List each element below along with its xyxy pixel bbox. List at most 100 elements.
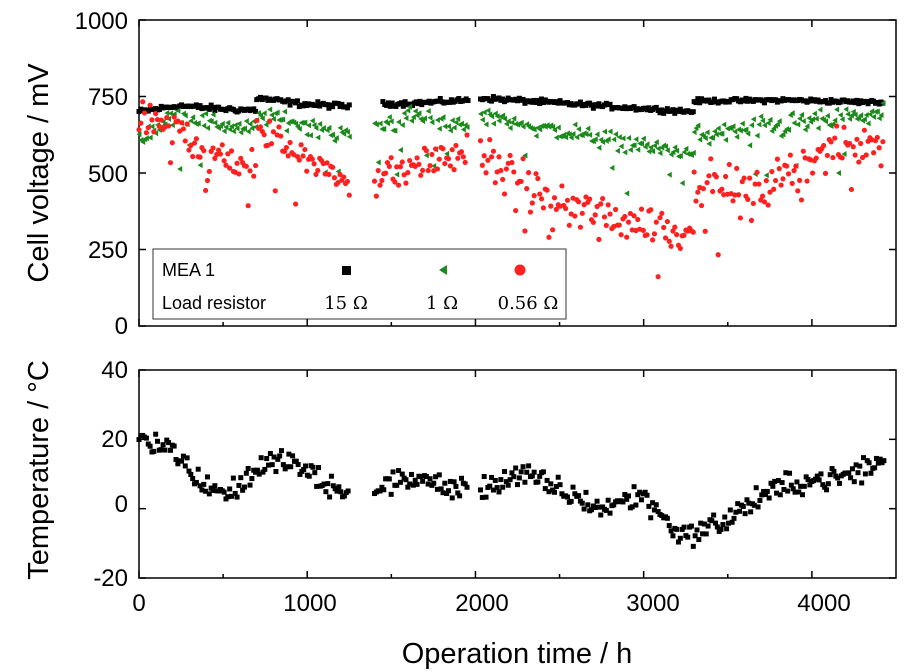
voltage-point-circle: [732, 192, 738, 198]
voltage-point-triangle: [847, 115, 853, 122]
voltage-point-circle: [141, 110, 148, 116]
voltage-point-square: [522, 100, 528, 106]
voltage-point-circle: [579, 210, 585, 216]
temperature-point-square: [520, 464, 526, 470]
voltage-point-triangle: [500, 112, 506, 119]
y-tick-250: 250: [88, 237, 128, 264]
voltage-point-circle: [859, 154, 866, 161]
temperature-point-square: [648, 515, 654, 521]
x-tick-3000: 3000: [626, 590, 679, 617]
voltage-point-triangle: [247, 121, 253, 128]
voltage-point-circle: [186, 147, 192, 153]
temperature-point-square: [414, 481, 420, 487]
temperature-point-square: [855, 470, 861, 476]
temperature-point-square: [818, 471, 824, 477]
temperature-point-square: [440, 490, 446, 496]
voltage-point-triangle: [236, 120, 242, 127]
temperature-point-square: [629, 504, 635, 510]
voltage-point-square: [646, 105, 652, 111]
temperature-point-square: [278, 448, 284, 454]
voltage-point-circle: [854, 136, 860, 142]
voltage-point-circle: [166, 123, 172, 129]
temperature-point-square: [633, 502, 639, 508]
temperature-point-square: [489, 474, 495, 480]
temperature-point-square: [753, 485, 759, 491]
voltage-point-square: [826, 100, 832, 106]
voltage-point-circle: [425, 167, 431, 174]
voltage-point-circle: [276, 124, 282, 130]
voltage-point-circle: [395, 182, 402, 188]
voltage-point-square: [206, 106, 212, 112]
voltage-point-circle: [537, 191, 543, 197]
voltage-point-triangle: [681, 149, 687, 156]
temperature-point-square: [162, 447, 168, 453]
temperature-point-square: [690, 543, 696, 549]
voltage-point-triangle: [396, 118, 402, 125]
voltage-point-circle: [449, 147, 455, 153]
voltage-point-circle: [464, 132, 470, 138]
voltage-point-triangle: [302, 119, 308, 126]
voltage-point-circle: [397, 164, 404, 170]
voltage-point-circle: [745, 196, 751, 203]
temperature-point-square: [418, 474, 424, 480]
x-axis-title: Operation time / h: [402, 638, 633, 670]
voltage-point-triangle: [169, 122, 175, 129]
temperature-point-square: [540, 469, 546, 475]
temperature-point-square: [576, 493, 582, 499]
voltage-point-triangle: [841, 151, 847, 158]
voltage-point-triangle: [401, 110, 407, 117]
voltage-point-triangle: [280, 116, 286, 123]
voltage-point-triangle: [403, 115, 409, 122]
voltage-point-circle: [145, 125, 151, 131]
temperature-point-square: [725, 520, 731, 526]
voltage-point-circle: [759, 193, 766, 199]
voltage-point-square: [500, 96, 506, 102]
temperature-point-square: [720, 522, 726, 528]
voltage-point-triangle: [620, 135, 626, 142]
temperature-point-square: [670, 533, 676, 539]
voltage-point-circle: [300, 153, 306, 159]
y-tick-1000: 1000: [75, 8, 128, 35]
temperature-point-square: [171, 443, 177, 449]
temperature-point-square: [701, 521, 707, 527]
temperature-point-square: [785, 488, 791, 494]
temperature-point-square: [653, 502, 659, 508]
voltage-point-circle: [167, 160, 174, 166]
voltage-point-circle: [507, 152, 513, 159]
voltage-point-triangle: [756, 121, 762, 128]
voltage-point-triangle: [664, 147, 670, 154]
voltage-point-circle: [138, 120, 144, 126]
temperature-point-square: [227, 486, 233, 492]
voltage-point-circle: [432, 146, 439, 152]
voltage-point-triangle: [263, 121, 269, 128]
temperature-point-square: [436, 472, 442, 478]
voltage-point-circle: [324, 160, 330, 166]
voltage-point-triangle: [780, 131, 786, 138]
voltage-point-triangle: [511, 115, 517, 122]
voltage-point-triangle: [723, 136, 729, 143]
temperature-point-square: [637, 489, 643, 495]
voltage-point-triangle: [614, 147, 620, 154]
voltage-point-circle: [405, 170, 411, 176]
temperature-point-square: [553, 483, 559, 489]
voltage-point-triangle: [293, 120, 299, 127]
temperature-point-square: [751, 502, 757, 508]
temperature-point-square: [167, 447, 173, 453]
voltage-point-triangle: [330, 131, 336, 138]
voltage-point-square: [537, 101, 543, 107]
voltage-point-circle: [416, 161, 422, 167]
voltage-point-triangle: [175, 107, 181, 114]
voltage-point-triangle: [824, 112, 830, 119]
voltage-point-triangle: [776, 118, 782, 125]
temperature-point-square: [377, 488, 383, 494]
voltage-point-circle: [822, 170, 829, 176]
voltage-point-triangle: [238, 129, 244, 136]
temperature-point-square: [759, 492, 765, 498]
voltage-point-triangle: [490, 120, 496, 127]
voltage-point-square: [465, 98, 471, 104]
voltage-point-circle: [702, 228, 708, 234]
temperature-point-square: [388, 491, 394, 497]
voltage-point-circle: [429, 151, 435, 158]
legend-entry-056-ohm: 0.56 Ω: [498, 293, 559, 314]
temperature-point-square: [792, 489, 798, 495]
